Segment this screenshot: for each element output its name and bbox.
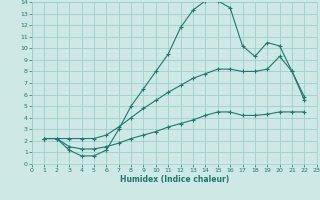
- X-axis label: Humidex (Indice chaleur): Humidex (Indice chaleur): [120, 175, 229, 184]
